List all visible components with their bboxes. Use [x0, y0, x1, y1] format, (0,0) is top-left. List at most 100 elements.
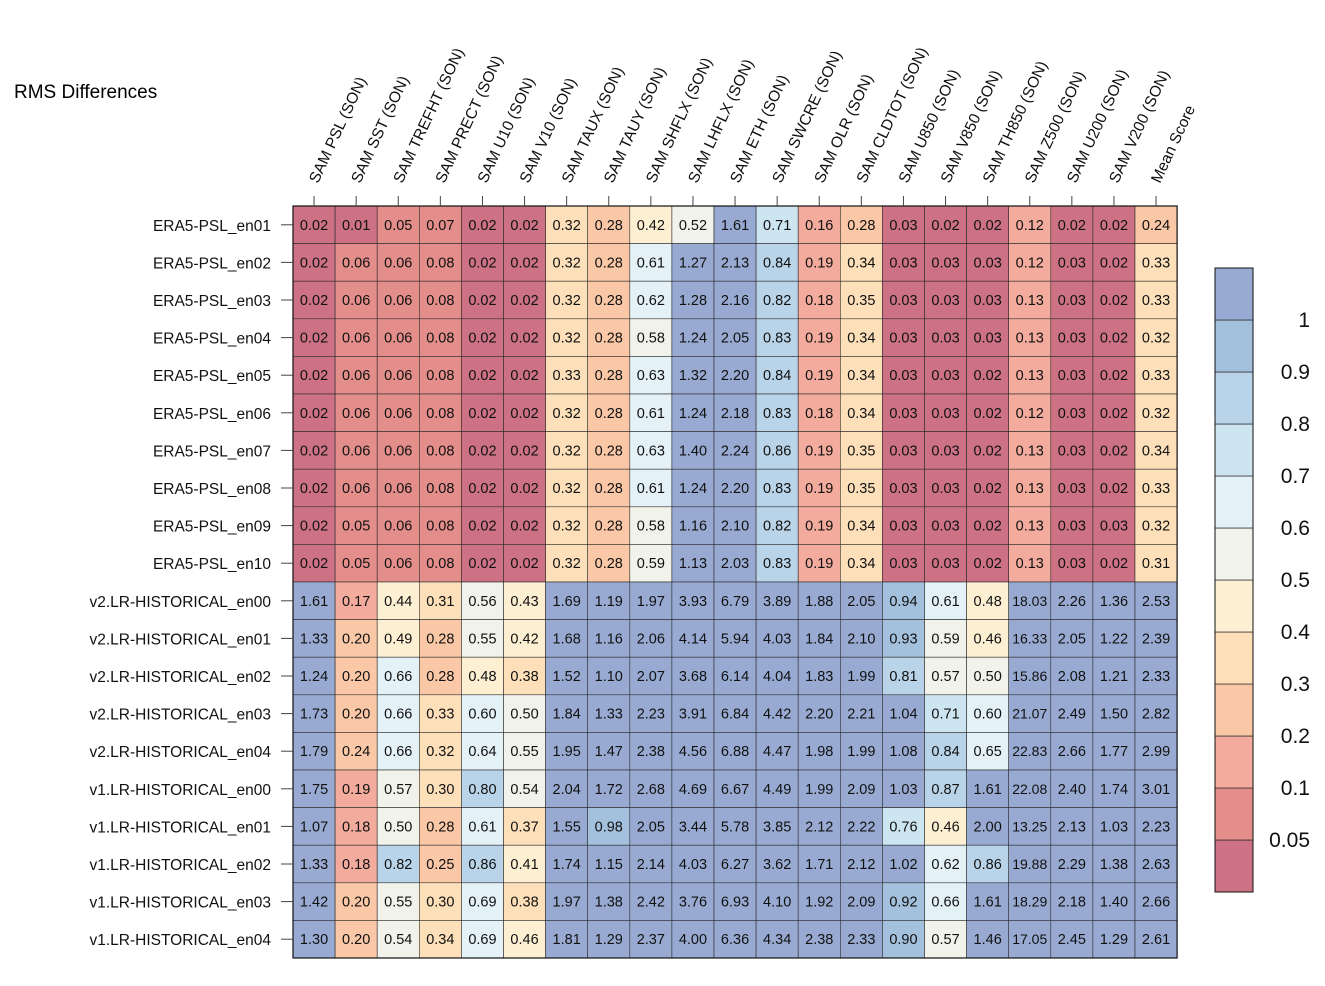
row-labels: ERA5-PSL_en01 ERA5-PSL_en02 ERA5-PSL_en03 E… [90, 218, 293, 949]
cell-value-label: 0.02 [974, 218, 1002, 234]
heatmap-cell [713, 619, 757, 658]
cell-value-label: 0.02 [468, 293, 496, 309]
heatmap-cell [671, 844, 715, 884]
cell-value-label: 2.38 [637, 744, 665, 760]
cell-value-label: 0.33 [1142, 481, 1170, 497]
heatmap-cell [797, 431, 841, 470]
cell-value-label: 0.42 [637, 218, 665, 234]
heatmap-cell [671, 882, 715, 921]
cell-value-label: 0.12 [1016, 255, 1044, 271]
cell-value-label: 0.86 [974, 857, 1002, 873]
cell-value-label: 1.40 [1100, 895, 1128, 911]
heatmap-cell [292, 356, 336, 395]
cell-value-label: 2.14 [637, 857, 665, 873]
cell-value-label: 1.52 [553, 669, 581, 685]
heatmap-cell [713, 694, 757, 733]
cell-value-label: 0.02 [974, 519, 1002, 535]
heatmap-cell [503, 318, 546, 357]
heatmap-cell [1134, 807, 1178, 846]
cell-value-label: 4.47 [763, 744, 791, 760]
cell-value-label: 2.68 [637, 782, 665, 798]
cell-value-label: 0.02 [510, 556, 538, 572]
heatmap-cell [629, 318, 673, 357]
heatmap-cell [924, 769, 967, 808]
heatmap-cell [966, 393, 1009, 432]
heatmap-cell [292, 544, 336, 583]
heatmap-cell [882, 468, 925, 508]
row-label: ERA5-PSL_en10 [153, 556, 271, 573]
cell-value-label: 0.02 [1100, 443, 1128, 459]
cell-value-label: 0.62 [931, 857, 959, 873]
cell-value-label: 0.30 [426, 782, 454, 798]
cell-value-label: 1.16 [595, 631, 623, 647]
heatmap-cell [797, 769, 841, 808]
row-label: v1.LR-HISTORICAL_en01 [90, 819, 272, 836]
cell-value-label: 6.88 [721, 744, 749, 760]
heatmap-cell [1008, 205, 1052, 244]
cell-value-label: 5.78 [721, 819, 749, 835]
cell-value-label: 1.55 [553, 819, 581, 835]
heatmap-cell [376, 581, 420, 620]
heatmap-cell [755, 468, 799, 508]
cell-value-label: 0.02 [300, 481, 328, 497]
row-label: ERA5-PSL_en08 [153, 481, 271, 498]
cell-value-label: 0.94 [889, 594, 917, 610]
colorbar-segment [1214, 423, 1254, 477]
heatmap-cell [334, 769, 378, 808]
heatmap-cell [629, 544, 673, 583]
cell-value-label: 3.44 [679, 819, 707, 835]
heatmap-cell [924, 656, 967, 696]
heatmap-cell [292, 468, 336, 508]
heatmap-cell [334, 318, 378, 357]
cell-value-label: 1.88 [805, 594, 833, 610]
cell-value-label: 0.18 [342, 857, 370, 873]
colorbar-tick-label: 0.3 [1281, 673, 1310, 696]
cell-value-label: 2.22 [847, 819, 875, 835]
cell-value-label: 0.03 [889, 406, 917, 422]
heatmap-cell [503, 920, 546, 959]
heatmap-cell [839, 769, 883, 808]
cell-value-label: 0.06 [384, 293, 412, 309]
heatmap-cell [755, 844, 799, 884]
heatmap-cell [839, 506, 883, 545]
cell-value-label: 0.02 [468, 218, 496, 234]
cell-value-label: 0.48 [468, 669, 496, 685]
cell-value-label: 0.34 [1142, 443, 1170, 459]
heatmap-cell [418, 920, 462, 959]
cell-value-label: 3.89 [763, 594, 791, 610]
cell-value-label: 0.46 [510, 932, 538, 948]
row-label: v2.LR-HISTORICAL_en02 [90, 669, 272, 686]
cell-value-label: 0.55 [384, 895, 412, 911]
heatmap-cell [334, 844, 378, 884]
cell-value-label: 21.07 [1012, 706, 1047, 722]
cell-value-label: 0.33 [1142, 255, 1170, 271]
cell-value-label: 0.82 [763, 519, 791, 535]
cell-value-label: 0.05 [384, 218, 412, 234]
cell-value-label: 0.02 [974, 368, 1002, 384]
cell-value-label: 0.03 [889, 556, 917, 572]
heatmap-cell [671, 468, 715, 508]
cell-value-label: 0.03 [889, 519, 917, 535]
cell-value-label: 2.33 [1142, 669, 1170, 685]
cell-value-label: 0.03 [1058, 443, 1086, 459]
heatmap-cell [1092, 619, 1136, 658]
column-labels: SAM PSL (SON)SAM SST (SON)SAM TREFHT (SO… [306, 45, 1199, 206]
heatmap-cell [545, 431, 588, 470]
heatmap-cell [882, 318, 925, 357]
cell-value-label: 1.74 [553, 857, 581, 873]
row-label: v1.LR-HISTORICAL_en03 [90, 895, 272, 912]
cell-value-label: 1.40 [679, 443, 707, 459]
heatmap-cell [713, 581, 757, 620]
cell-value-label: 0.55 [510, 744, 538, 760]
heatmap-cell [882, 694, 925, 733]
cell-value-label: 0.03 [889, 218, 917, 234]
cell-value-label: 4.69 [679, 782, 707, 798]
cell-value-label: 0.34 [426, 932, 454, 948]
heatmap-cell [503, 656, 546, 696]
cell-value-label: 0.69 [468, 932, 496, 948]
heatmap-cell [1092, 656, 1136, 696]
heatmap-cell [503, 694, 546, 733]
cell-value-label: 0.61 [637, 481, 665, 497]
cell-value-label: 2.66 [1058, 744, 1086, 760]
heatmap-cell [461, 732, 504, 771]
